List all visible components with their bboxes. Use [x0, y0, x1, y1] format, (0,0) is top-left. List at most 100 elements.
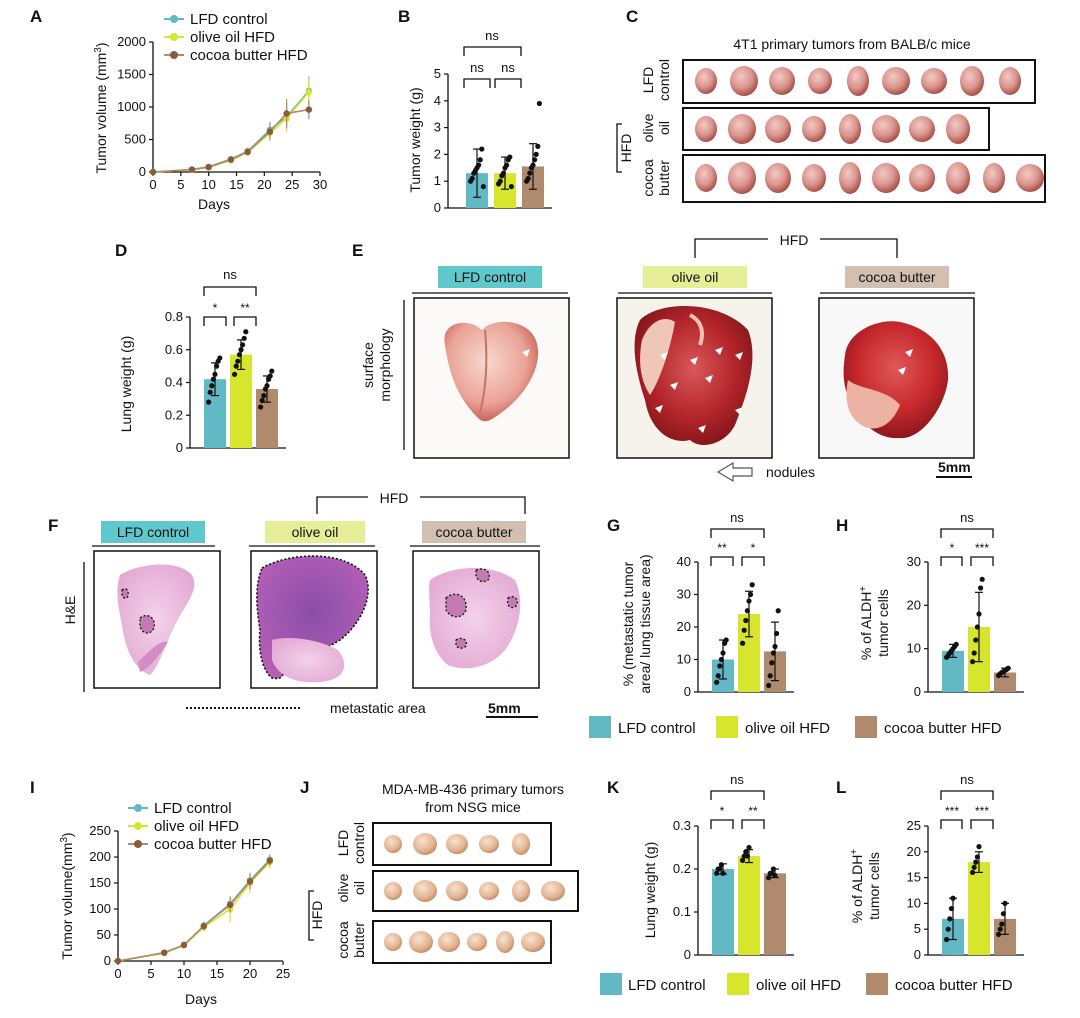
- tumor-photo: [695, 164, 717, 192]
- panel-e-nodule-arrows: [522, 347, 913, 433]
- panel-label-h: H: [836, 516, 848, 535]
- lung-weight-bar-chart-mda: 0 0.1 0.2 0.3: [673, 818, 794, 962]
- tumor-photo: [541, 881, 565, 901]
- tumor-photo: [413, 880, 437, 902]
- panel-e-hfd-bg: [768, 231, 820, 247]
- panel-f-side-label: H&E: [62, 596, 78, 625]
- panel-c-row-labels: LFD control olive oil cocoa butter HFD: [616, 59, 672, 197]
- y-tick-label: 2: [434, 146, 441, 161]
- data-point: [1002, 900, 1008, 907]
- panel-d-ns-top: ns: [223, 267, 237, 282]
- data-point: [200, 922, 207, 930]
- data-point: [971, 650, 977, 656]
- tumor-photo: [769, 67, 795, 95]
- data-point: [500, 170, 506, 176]
- data-point: [477, 157, 483, 163]
- panel-f-scale-label: 5mm: [488, 700, 521, 716]
- metastatic-area-bar-chart: 0 10 20 30 40: [677, 554, 794, 699]
- panel-b-ns-right: ns: [501, 60, 515, 75]
- data-point: [532, 157, 538, 163]
- aldh-tumor-cells-bar-chart-mda: 0 5 10 15 20 25: [907, 818, 1024, 962]
- panel-label-c: C: [626, 7, 638, 26]
- tumor-photo: [847, 66, 869, 96]
- data-point: [530, 162, 536, 168]
- y-tick-label: 500: [124, 132, 146, 147]
- data-point: [974, 624, 981, 630]
- panel-e-header-olive: olive oil: [672, 269, 719, 285]
- panel-e-scale-label: 5mm: [938, 459, 971, 475]
- panel-g-sig-right: *: [751, 541, 756, 555]
- bar: [230, 354, 252, 448]
- svg-text:oil: oil: [656, 121, 672, 135]
- data-point: [258, 404, 264, 410]
- panel-g-sig-left: **: [717, 541, 727, 555]
- tumor-photo: [802, 116, 826, 142]
- data-point: [508, 183, 514, 190]
- series-line: [117, 861, 271, 962]
- data-point: [740, 857, 746, 864]
- tumor-photo: [802, 164, 826, 192]
- data-point: [976, 844, 982, 850]
- y-tick-label: 0.4: [165, 375, 183, 390]
- tumor-photo: [808, 68, 832, 94]
- data-point: [1005, 665, 1011, 671]
- panel-c-tumor-photos: [695, 66, 1044, 194]
- panel-label-g: G: [607, 516, 620, 535]
- tumor-photo: [921, 68, 947, 94]
- tumor-photo: [695, 116, 717, 142]
- panel-a-legend: LFD control olive oil HFD cocoa butter H…: [164, 11, 308, 64]
- data-point: [212, 371, 218, 377]
- data-point: [497, 178, 503, 184]
- panel-label-l: L: [836, 778, 846, 797]
- data-point: [233, 363, 239, 369]
- panel-h-y-label-1: % of ALDH+: [858, 586, 874, 660]
- shared-legend-mda: LFD control olive oil HFD cocoa butter H…: [600, 973, 1013, 995]
- x-tick-label: 0: [114, 966, 121, 981]
- tumor-photo: [479, 882, 499, 900]
- panel-e-nodules-arrow-icon: [716, 461, 753, 483]
- tumor-photo: [512, 833, 530, 855]
- tumor-weight-bar-chart: 0 1 2 3 4 5: [434, 66, 552, 215]
- legend-i-olive: olive oil HFD: [154, 818, 239, 835]
- lung-weight-bar-chart-4t1: 0 0.2 0.4 0.6 0.8: [165, 309, 286, 455]
- panel-h-y-label-2: tumor cells: [875, 589, 891, 657]
- svg-text:control: control: [656, 59, 672, 101]
- data-point: [767, 673, 773, 679]
- tumor-photo: [384, 933, 402, 951]
- panel-l-sig-right: ***: [975, 804, 989, 818]
- panel-e-header-lfd-bg: [438, 266, 542, 288]
- data-point: [235, 358, 241, 364]
- x-tick-label: 5: [147, 966, 154, 981]
- legend-4t1-cocoa: cocoa butter HFD: [884, 720, 1002, 737]
- data-point: [188, 166, 196, 173]
- data-point: [715, 673, 721, 679]
- tumor-photo: [695, 68, 717, 94]
- panel-h-sig-right: ***: [975, 541, 989, 555]
- data-point: [746, 844, 752, 851]
- data-point: [236, 352, 242, 358]
- y-tick-label: 0: [914, 947, 921, 962]
- panel-label-k: K: [607, 778, 620, 797]
- panel-l-ns-top: ns: [960, 772, 974, 787]
- svg-text:cocoa: cocoa: [640, 159, 656, 197]
- panel-f-metastatic-label: metastatic area: [330, 700, 426, 716]
- y-tick-label: 0: [914, 684, 921, 699]
- tumor-photo: [872, 163, 900, 193]
- y-tick-label: 0.2: [165, 407, 183, 422]
- data-point: [180, 941, 188, 949]
- panel-e-header-cocoa-bg: [845, 266, 949, 288]
- data-point: [974, 854, 981, 860]
- y-tick-label: 5: [914, 921, 921, 936]
- y-tick-label: 1000: [117, 99, 146, 114]
- x-tick-label: 20: [243, 966, 257, 981]
- data-point: [525, 175, 531, 182]
- data-point: [769, 660, 775, 666]
- data-point: [507, 154, 513, 160]
- panel-l-sig-left: ***: [945, 804, 959, 818]
- legend-4t1-lfd: LFD control: [618, 720, 696, 737]
- data-point: [766, 875, 772, 881]
- tumor-photo: [909, 116, 935, 142]
- panel-b-ns-top: ns: [485, 28, 499, 43]
- data-point: [114, 957, 122, 965]
- y-tick-label: 20: [677, 619, 691, 634]
